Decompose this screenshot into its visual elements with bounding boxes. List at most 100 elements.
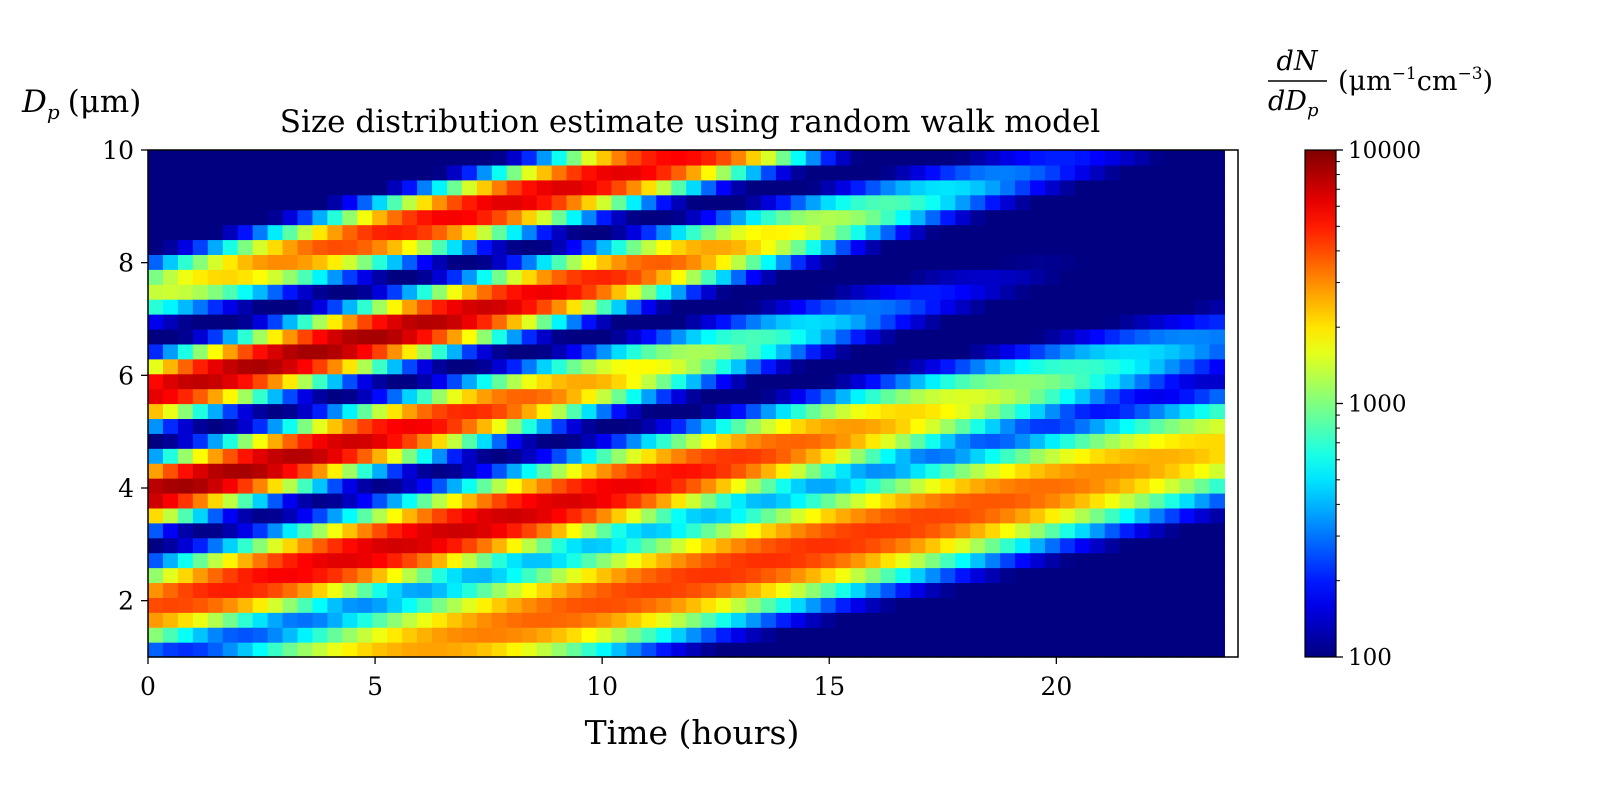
heatmap-cell [940, 254, 956, 270]
heatmap-cell [1179, 537, 1196, 554]
heatmap-cell [1074, 463, 1091, 479]
heatmap-cell [536, 597, 553, 613]
heatmap-cell [402, 299, 418, 315]
heatmap-cell [536, 194, 553, 211]
heatmap-cell [521, 269, 538, 285]
heatmap-cell [1000, 478, 1016, 494]
heatmap-cell [581, 388, 598, 405]
heatmap-cell [955, 269, 971, 285]
heatmap-cell [701, 179, 717, 196]
heatmap-cell [461, 403, 478, 420]
heatmap-cell [536, 552, 553, 569]
heatmap-cell [148, 418, 164, 434]
heatmap-cell [327, 478, 343, 494]
heatmap-cell [148, 522, 164, 539]
heatmap-cell [432, 239, 448, 255]
heatmap-cell [910, 612, 926, 628]
heatmap-cell [1030, 194, 1046, 211]
heatmap-cell [880, 567, 897, 584]
heatmap-cells [148, 150, 1225, 658]
heatmap-cell [162, 299, 179, 315]
heatmap-cell [910, 492, 926, 509]
heatmap-cell [686, 328, 702, 345]
heatmap-cell [701, 463, 717, 479]
heatmap-cell [222, 597, 239, 613]
heatmap-cell [1044, 627, 1061, 643]
heatmap-cell [805, 433, 822, 449]
heatmap-cell [760, 507, 777, 524]
heatmap-cell [342, 343, 358, 360]
heatmap-cell [790, 507, 807, 524]
heatmap-cell [656, 642, 672, 658]
heatmap-cell [805, 522, 822, 539]
heatmap-cell [342, 478, 358, 494]
heatmap-cell [701, 433, 717, 449]
heatmap-cell [566, 463, 583, 479]
heatmap-cell [252, 537, 269, 554]
heatmap-cell [581, 433, 598, 449]
heatmap-cell [207, 492, 224, 509]
heatmap-cell [1134, 582, 1151, 598]
heatmap-cell [760, 627, 777, 643]
heatmap-cell [177, 164, 194, 181]
heatmap-cell [985, 150, 1001, 166]
heatmap-cell [267, 164, 284, 181]
heatmap-cell [1134, 299, 1151, 315]
heatmap-cell [432, 492, 448, 509]
heatmap-cell [745, 582, 762, 598]
heatmap-cell [1164, 552, 1181, 569]
heatmap-cell [1149, 642, 1166, 658]
heatmap-cell [282, 597, 299, 613]
heatmap-cell [611, 239, 627, 255]
heatmap-cell [1015, 358, 1031, 375]
heatmap-cell [626, 239, 642, 255]
heatmap-cell [357, 299, 373, 315]
heatmap-cell [1119, 492, 1136, 509]
heatmap-cell [1059, 269, 1076, 285]
heatmap-cell [745, 358, 762, 375]
heatmap-cell [342, 269, 358, 285]
heatmap-cell [148, 552, 164, 569]
heatmap-cell [551, 463, 568, 479]
heatmap-cell [1089, 224, 1106, 241]
heatmap-cell [686, 612, 702, 628]
heatmap-cell [955, 627, 971, 643]
heatmap-cell [446, 224, 463, 241]
heatmap-cell [1149, 239, 1166, 255]
heatmap-cell [1059, 388, 1076, 405]
heatmap-cell [701, 299, 717, 315]
heatmap-cell [865, 150, 882, 166]
heatmap-cell [1209, 567, 1225, 584]
heatmap-cell [731, 537, 747, 554]
heatmap-cell [1030, 403, 1046, 420]
heatmap-cell [536, 373, 553, 390]
heatmap-cell [701, 209, 717, 226]
heatmap-cell [252, 582, 269, 598]
heatmap-cell [940, 552, 956, 569]
heatmap-cell [1059, 224, 1076, 241]
heatmap-cell [1134, 433, 1151, 449]
heatmap-cell [656, 343, 672, 360]
heatmap-cell [491, 627, 508, 643]
heatmap-cell [372, 418, 388, 434]
heatmap-cell [880, 239, 897, 255]
heatmap-cell [985, 403, 1001, 420]
heatmap-cell [387, 358, 403, 375]
heatmap-cell [237, 328, 254, 345]
heatmap-cell [148, 478, 164, 494]
heatmap-cell [207, 388, 224, 405]
heatmap-cell [1089, 358, 1106, 375]
heatmap-cell [312, 463, 328, 479]
heatmap-cell [1149, 448, 1166, 464]
heatmap-cell [1089, 403, 1106, 420]
heatmap-cell [297, 418, 314, 434]
heatmap-cell [267, 179, 284, 196]
heatmap-cell [267, 299, 284, 315]
heatmap-cell [731, 209, 747, 226]
heatmap-cell [491, 239, 508, 255]
heatmap-cell [506, 522, 523, 539]
heatmap-cell [1030, 343, 1046, 360]
heatmap-cell [237, 597, 254, 613]
heatmap-cell [357, 373, 373, 390]
heatmap-cell [671, 299, 687, 315]
